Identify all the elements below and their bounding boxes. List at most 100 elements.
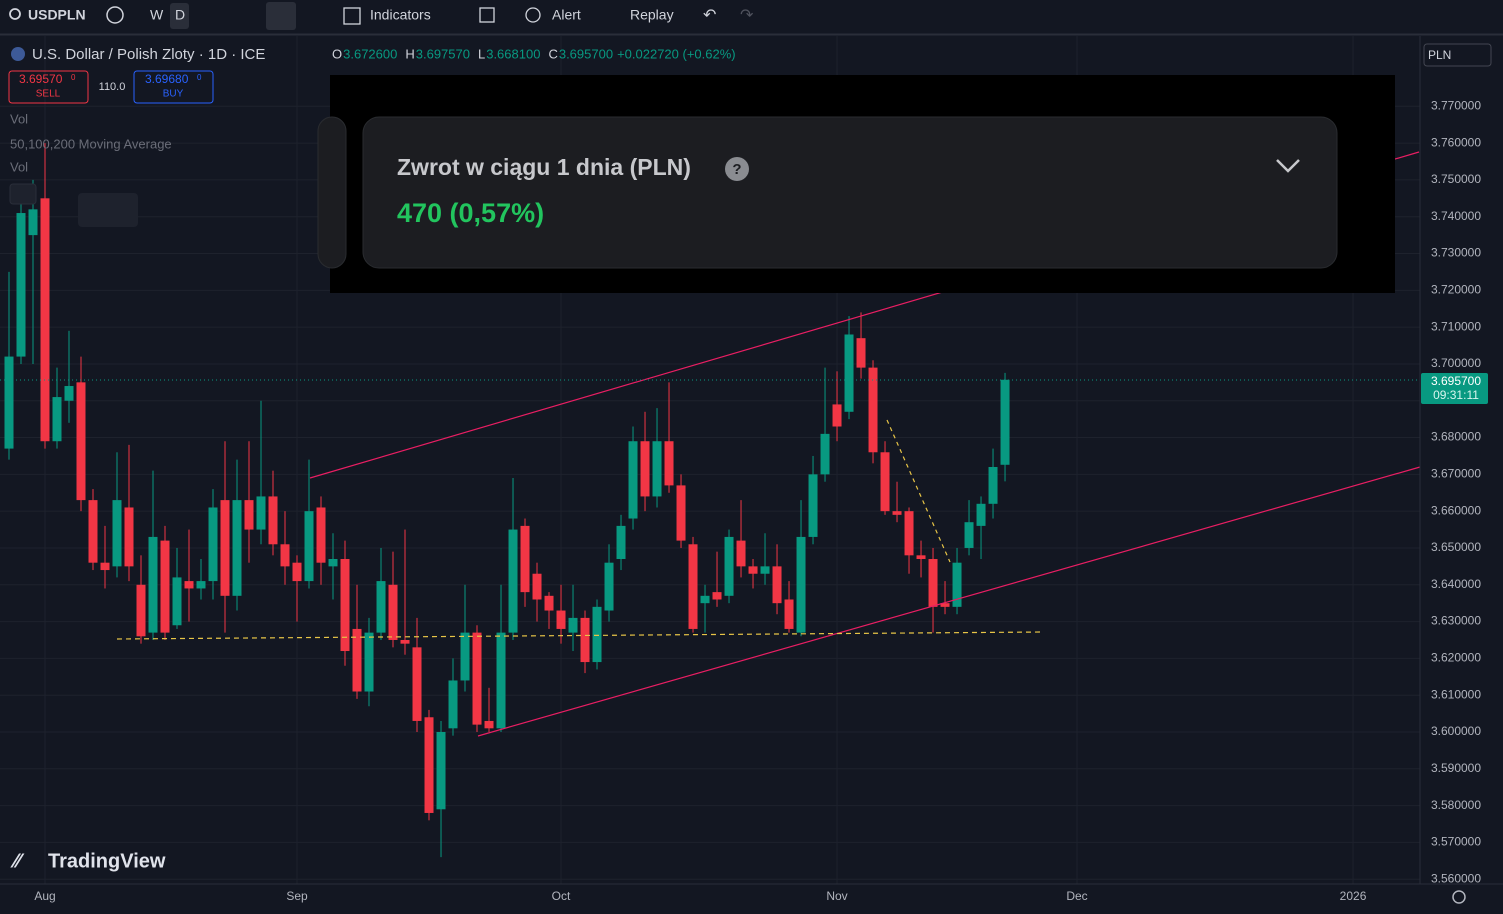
y-tick-label: 3.750000	[1431, 172, 1481, 186]
candle-body	[736, 540, 746, 567]
y-tick-label: 3.680000	[1431, 430, 1481, 444]
chevron[interactable]	[1276, 159, 1300, 173]
indicator-name[interactable]: Vol	[10, 159, 28, 174]
candle-body	[196, 581, 206, 589]
x-tick-label: 2026	[1340, 889, 1367, 903]
y-tick-label: 3.710000	[1431, 319, 1481, 333]
candle-body	[268, 496, 278, 545]
candle-body	[592, 606, 602, 663]
card	[362, 116, 1338, 269]
replay-button[interactable]: Replay	[630, 7, 674, 23]
candle-body	[148, 536, 158, 633]
candle-body	[28, 209, 38, 236]
candle-body	[352, 628, 362, 692]
candle-body	[76, 382, 86, 501]
ohlc: O 3.672600 H 3.697570 L 3.668100 C 3.695700 +0.0…	[332, 46, 736, 61]
redo[interactable]: ↷	[740, 7, 754, 24]
candle-body	[844, 334, 854, 412]
candle-body	[760, 566, 770, 574]
candle-body	[40, 198, 50, 442]
indicator-name[interactable]: Vol	[10, 111, 28, 126]
candle-body	[220, 500, 230, 596]
candle-body	[160, 540, 170, 633]
buy-price: 3.69680	[145, 72, 189, 86]
candle-body	[400, 639, 410, 644]
currency-select[interactable]	[1423, 43, 1492, 67]
change: +0.022720 (+0.62%)	[617, 46, 736, 61]
candle-body	[256, 496, 266, 530]
brand-name: TradingView	[48, 850, 166, 872]
indicator-name[interactable]: 50,100,200 Moving Average	[10, 136, 172, 151]
interval[interactable]: W	[150, 7, 164, 23]
candle-body	[184, 581, 194, 589]
candle-body	[1000, 379, 1010, 465]
help-icon[interactable]	[725, 157, 749, 181]
y-tick-label: 3.560000	[1431, 871, 1481, 885]
candle-body	[724, 536, 734, 596]
candle-body	[496, 632, 506, 729]
candle-body	[880, 452, 890, 512]
buy-label: BUY	[163, 89, 184, 100]
candle-body	[808, 474, 818, 537]
candle-body	[652, 441, 662, 497]
support-line	[116, 631, 1044, 640]
candle-body	[820, 433, 830, 475]
candle-body	[316, 507, 326, 563]
spread: 110.0	[99, 81, 126, 93]
candle-body	[172, 577, 182, 626]
layouts-icon[interactable]	[479, 7, 495, 23]
symbol[interactable]: USDPLN	[28, 7, 86, 23]
price-tag-price: 3.695700	[1431, 374, 1481, 388]
collapse-button[interactable]	[9, 183, 37, 205]
y-tick-label: 3.700000	[1431, 356, 1481, 370]
candle-body	[4, 356, 14, 449]
candle-body	[580, 617, 590, 663]
drawing-toolbar[interactable]	[78, 193, 138, 227]
chart-type-active[interactable]	[266, 2, 296, 30]
add-symbol[interactable]	[106, 6, 124, 24]
candle-body	[508, 529, 518, 633]
ohlc-key: H	[405, 46, 414, 61]
undo[interactable]: ↶	[703, 7, 716, 24]
buy-button[interactable]	[133, 70, 214, 104]
candle-body	[232, 500, 242, 596]
indicators-button[interactable]: Indicators	[370, 7, 431, 23]
settings-icon[interactable]	[1452, 890, 1466, 904]
candle-body	[64, 386, 74, 401]
y-tick-label: 3.740000	[1431, 209, 1481, 223]
alert-icon	[525, 7, 541, 23]
candle-body	[688, 544, 698, 629]
candle-body	[940, 603, 950, 607]
alert-button[interactable]: Alert	[552, 7, 581, 23]
candle-body	[388, 584, 398, 640]
candle-body	[616, 525, 626, 560]
interval[interactable]: D	[175, 7, 185, 23]
candle-body	[916, 555, 926, 560]
popup: Zwrot w ciągu 1 dnia (PLN) ? 470 (0,57%)	[317, 75, 1395, 293]
candle-body	[976, 503, 986, 526]
y-tick-label: 3.610000	[1431, 687, 1481, 701]
candle-body	[832, 404, 842, 427]
candle-body	[664, 441, 674, 486]
sell-suffix: 0	[71, 73, 76, 82]
sell-button[interactable]	[8, 70, 89, 104]
candle-body	[928, 559, 938, 607]
dash-line	[886, 419, 951, 563]
price-tag-countdown: 09:31:11	[1433, 388, 1479, 402]
y-tick-label: 3.580000	[1431, 798, 1481, 812]
y-tick-label: 3.570000	[1431, 835, 1481, 849]
candle-body	[112, 500, 122, 567]
candle-body	[676, 485, 686, 541]
candle-body	[244, 500, 254, 530]
y-tick-label: 3.770000	[1431, 98, 1481, 112]
search-icon[interactable]	[9, 8, 21, 20]
legend-title: U.S. Dollar / Polish Zloty · 1D · ICE	[32, 46, 265, 63]
x-tick-label: Sep	[286, 889, 308, 903]
candle-body	[604, 562, 614, 611]
candle-body	[424, 717, 434, 813]
candle-body	[904, 511, 914, 556]
y-tick-label: 3.590000	[1431, 761, 1481, 775]
candle-body	[448, 680, 458, 729]
candle-body	[376, 581, 386, 633]
